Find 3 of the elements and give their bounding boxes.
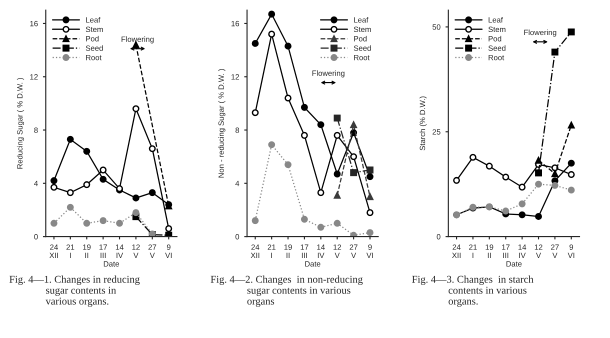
caption: Fig. 4—2. Changes in non-reducing sugar contents in various organs [210,275,363,307]
caption: Fig. 4—3. Changes in starch contents in various organs. [412,275,534,307]
caption: Fig. 4—1. Changes in reducing sugar contents in various organs. [9,275,140,307]
